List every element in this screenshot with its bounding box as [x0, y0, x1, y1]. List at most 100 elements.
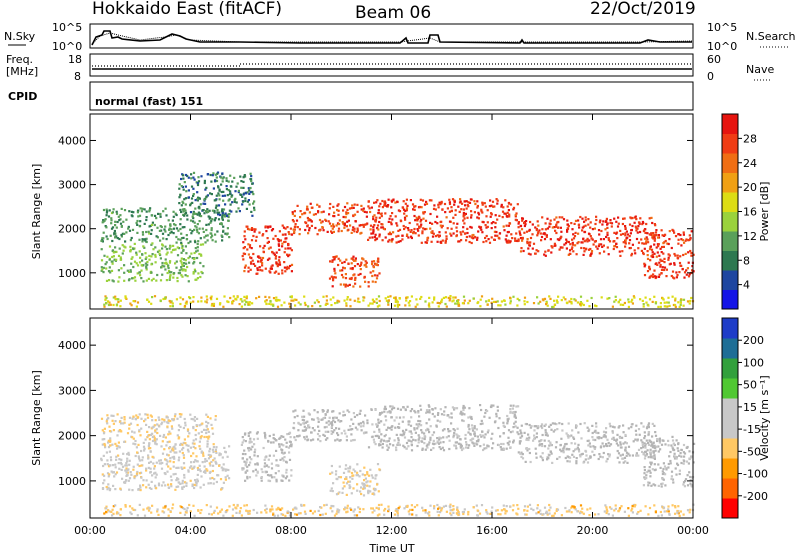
power-cell-b6	[506, 205, 509, 208]
vel-cell-b6	[611, 437, 614, 440]
vel-cell-b7	[661, 477, 664, 481]
power-cell-b1	[138, 225, 141, 228]
power-cell-b1	[189, 228, 192, 231]
vel-cell-b4	[337, 476, 340, 479]
vel-cell-b5	[497, 443, 500, 447]
power-cell-b1	[168, 227, 171, 230]
vel-cell-b1	[143, 420, 146, 423]
vel-cell-b2	[244, 471, 247, 474]
vel-cell-b0	[105, 451, 108, 454]
power-cell-b6	[502, 225, 505, 228]
power-cell-b7	[583, 220, 586, 223]
vel-cell-b7	[653, 463, 656, 466]
power-cell-b9	[183, 304, 187, 308]
vel-cell-b8	[147, 506, 150, 509]
vel-cell-b0	[209, 455, 212, 458]
vel-cell-b5	[389, 443, 392, 446]
power-cell-b1	[208, 209, 211, 212]
vel-cell-b1	[140, 427, 143, 430]
vel-cell-b8	[236, 504, 239, 507]
vel-cell-b2	[268, 434, 271, 438]
power-cell-b4	[337, 209, 340, 212]
power-cell-b4	[330, 225, 333, 228]
vel-cell-b7	[684, 479, 687, 483]
vel-cell-b3	[350, 418, 353, 421]
vel-cell-b0	[169, 460, 172, 463]
power-cell-b5	[346, 284, 349, 287]
power-cell-b6	[437, 206, 440, 209]
vel-cell-b0	[212, 482, 215, 485]
vel-cell-b3	[310, 431, 313, 434]
power-cell-b1	[183, 213, 187, 216]
vel-cell-b8	[503, 508, 506, 511]
power-cell-b6	[449, 232, 452, 235]
vel-cell-b5	[439, 408, 442, 411]
vel-cell-b2	[243, 460, 246, 463]
vel-cell-b0	[167, 454, 170, 457]
vel-cell-b2	[275, 459, 278, 462]
vel-cell-b6	[613, 438, 616, 441]
power-cell-b9	[672, 303, 675, 307]
vel-cell-b1	[193, 442, 196, 445]
vel-cell-b1	[107, 417, 110, 420]
vel-cell-b5	[429, 425, 432, 428]
power-cell-b1	[186, 214, 189, 217]
power-cell-b6	[440, 200, 443, 203]
vel-cell-b0	[112, 471, 115, 474]
power-cell-b6	[415, 216, 418, 219]
vel-cell-b0	[169, 457, 172, 460]
power-cell-b9	[289, 295, 292, 298]
power-cell-b9	[456, 302, 459, 305]
power-cell-b2	[184, 203, 187, 206]
power-cell-b0	[161, 243, 164, 246]
vel-cell-b7	[671, 478, 675, 481]
vel-cell-b8	[185, 511, 188, 514]
power-cell-b6	[510, 233, 513, 236]
vel-cell-b8	[238, 510, 242, 513]
vel-cell-b6	[567, 422, 570, 425]
vel-cell-b0	[157, 484, 161, 487]
power-cell-b9	[231, 301, 234, 304]
vel-cell-b1	[103, 427, 106, 430]
power-cell-b3	[277, 243, 280, 246]
vel-cell-b5	[472, 442, 475, 445]
power-cell-b9	[135, 305, 138, 308]
vel-cell-b1	[155, 443, 158, 446]
power-cell-b6	[407, 227, 410, 230]
power-cell-b9	[150, 302, 153, 305]
power-cell-b2	[221, 208, 224, 211]
vel-cell-b3	[333, 420, 337, 424]
vel-cell-b6	[605, 460, 608, 463]
vel-cell-b0	[124, 481, 127, 484]
vel-cell-b5	[384, 405, 387, 408]
vel-cell-b6	[540, 423, 544, 426]
vel-cell-b7	[644, 444, 647, 448]
power-cell-b0	[165, 261, 168, 264]
power-cell-b7	[575, 253, 578, 256]
vel-cell-b0	[182, 446, 185, 449]
power-cell-b7	[625, 230, 628, 233]
vel-cell-b8	[654, 511, 657, 514]
vel-cell-b6	[571, 453, 574, 456]
vel-cell-b8	[387, 510, 390, 513]
vel-cell-b8	[358, 507, 362, 510]
vel-cell-b0	[214, 449, 217, 453]
power-cell-b4	[317, 210, 320, 213]
power-cell-b9	[240, 305, 243, 308]
power-cell-b8	[648, 233, 651, 236]
power-cell-b8	[668, 254, 671, 257]
vel-cell-b5	[491, 432, 494, 435]
power-cell-b1	[160, 225, 163, 229]
vel-cell-b5	[397, 437, 400, 440]
vel-cell-b1	[205, 424, 208, 427]
power-cell-b6	[420, 223, 423, 226]
power-cell-b2	[228, 209, 231, 212]
vel-cell-b6	[597, 437, 600, 440]
vel-cell-b6	[589, 456, 592, 459]
power-cell-b6	[496, 234, 499, 237]
vel-cell-b6	[625, 451, 629, 454]
power-cell-b3	[255, 235, 258, 238]
vel-cell-b8	[107, 509, 110, 512]
vel-cell-b3	[359, 425, 362, 428]
power-cell-b9	[573, 298, 576, 301]
